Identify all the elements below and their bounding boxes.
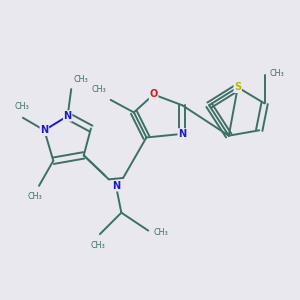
Text: CH₃: CH₃	[270, 68, 285, 77]
Text: S: S	[234, 82, 241, 92]
Text: N: N	[178, 129, 186, 139]
Text: CH₃: CH₃	[92, 85, 106, 94]
Text: N: N	[40, 125, 48, 135]
Text: N: N	[64, 111, 72, 121]
Text: CH₃: CH₃	[15, 102, 29, 111]
Text: O: O	[149, 89, 158, 100]
Text: CH₃: CH₃	[73, 75, 88, 84]
Text: CH₃: CH₃	[154, 228, 168, 237]
Text: CH₃: CH₃	[27, 192, 42, 201]
Text: CH₃: CH₃	[91, 241, 106, 250]
Text: N: N	[112, 181, 120, 191]
